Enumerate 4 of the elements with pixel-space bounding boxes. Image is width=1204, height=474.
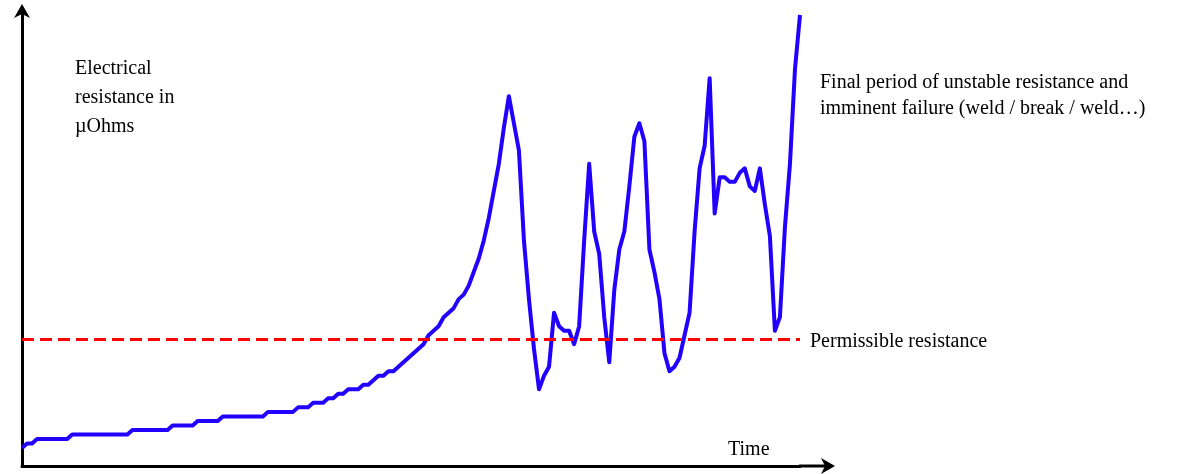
y-axis-title: Electrical resistance in µOhms: [75, 55, 180, 137]
ref-line-label: Permissible resistance: [810, 328, 988, 351]
x-axis-title: Time: [728, 437, 770, 459]
text: Final period of unstable resistance and imminent failure (weld / break / weld…): [820, 70, 1146, 119]
